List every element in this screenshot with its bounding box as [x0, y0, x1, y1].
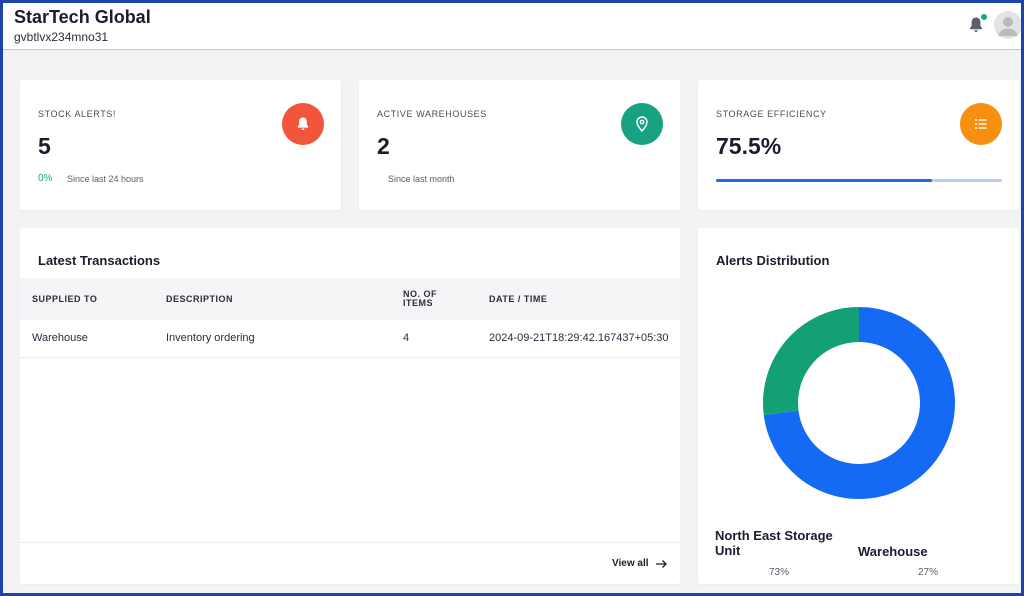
alerts-donut-chart	[763, 307, 955, 499]
donut-slice-north-east-storage-unit	[763, 307, 955, 499]
notification-dot	[981, 14, 987, 20]
stat-label: ACTIVE WAREHOUSES	[377, 109, 487, 119]
bell-icon	[282, 103, 324, 145]
column-header: SUPPLIED TO	[32, 294, 98, 304]
legend-percent: 27%	[918, 567, 939, 578]
stock-alerts-card: STOCK ALERTS! 5 0% Since last 24 hours	[20, 80, 341, 210]
location-pin-icon	[621, 103, 663, 145]
company-id: gvbtlvx234mno31	[14, 30, 109, 44]
donut-slice-warehouse	[763, 307, 859, 416]
active-warehouses-card: ACTIVE WAREHOUSES 2 Since last month	[359, 80, 680, 210]
view-all-link[interactable]: View all	[612, 558, 668, 569]
stat-since: Since last 24 hours	[67, 174, 144, 184]
cell-datetime: 2024-09-21T18:29:42.167437+05:30	[489, 332, 669, 344]
alerts-distribution-card: Alerts Distribution North East Storage U…	[698, 228, 1019, 584]
efficiency-progress-fill	[716, 179, 932, 182]
cell-items: 4	[403, 332, 410, 344]
stat-label: STORAGE EFFICIENCY	[716, 109, 827, 119]
view-all-label: View all	[612, 558, 649, 569]
top-header: StarTech Global gvbtlvx234mno31	[0, 0, 1024, 50]
stat-label: STOCK ALERTS!	[38, 109, 116, 119]
stat-change: 0%	[38, 173, 53, 184]
arrow-right-icon	[655, 559, 667, 568]
alerts-title: Alerts Distribution	[716, 253, 830, 268]
legend-label: Warehouse	[858, 544, 928, 559]
cell-description: Inventory ordering	[166, 332, 255, 344]
table-header: SUPPLIED TO DESCRIPTION NO. OF ITEMS DAT…	[20, 278, 680, 320]
list-icon	[960, 103, 1002, 145]
notification-bell-icon[interactable]	[968, 16, 984, 34]
company-name: StarTech Global	[14, 7, 151, 27]
stat-since: Since last month	[388, 174, 455, 184]
efficiency-progress-bar	[716, 179, 1002, 182]
latest-transactions-card: Latest Transactions SUPPLIED TO DESCRIPT…	[20, 228, 680, 584]
transactions-title: Latest Transactions	[38, 253, 161, 268]
storage-efficiency-card: STORAGE EFFICIENCY 75.5%	[698, 80, 1019, 210]
column-header: DATE / TIME	[489, 294, 548, 304]
legend-percent: 73%	[769, 567, 790, 578]
table-row[interactable]: Warehouse Inventory ordering 4 2024-09-2…	[20, 320, 680, 358]
user-avatar[interactable]	[994, 11, 1022, 39]
stat-value: 5	[38, 133, 51, 159]
stat-value: 2	[377, 133, 390, 159]
stat-value: 75.5%	[716, 133, 782, 159]
column-header: NO. OF ITEMS	[403, 289, 437, 308]
column-header: DESCRIPTION	[166, 294, 234, 304]
user-icon	[998, 17, 1018, 36]
table-footer-divider	[20, 542, 680, 543]
legend-label: North East Storage Unit	[715, 528, 833, 558]
cell-supplied-to: Warehouse	[32, 332, 88, 344]
